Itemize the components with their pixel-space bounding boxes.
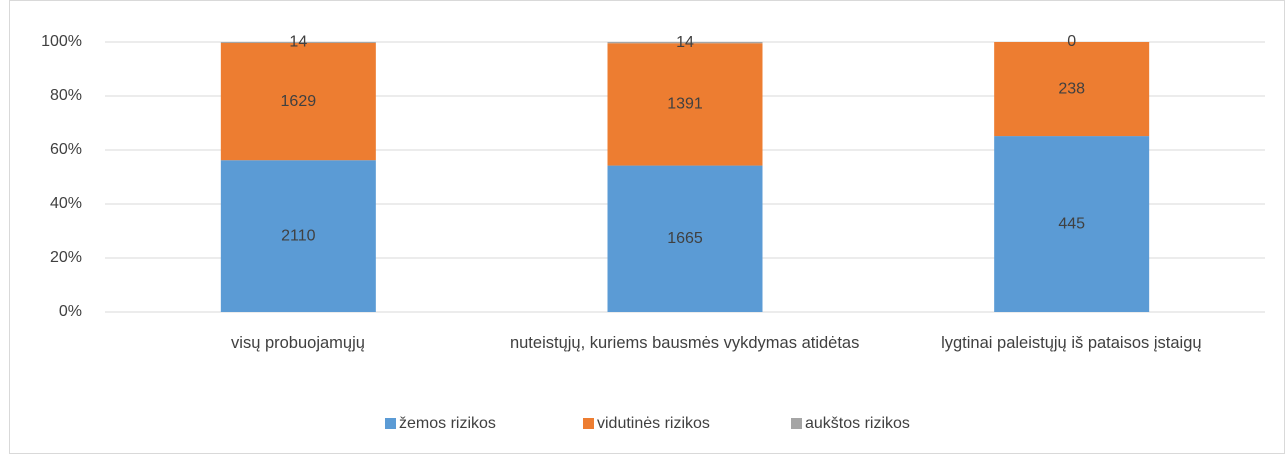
y-tick-label: 20% [50,249,82,266]
bar-segment [220,42,376,44]
legend-swatch [385,418,396,429]
data-label: 1391 [667,96,703,113]
y-tick-label: 60% [50,141,82,158]
x-tick-label: visų probuojamųjų [231,334,365,352]
legend-label: aukštos rizikos [805,415,910,432]
x-tick-label: nuteistųjų, kuriems bausmės vykdymas ati… [509,334,860,352]
legend-swatch [791,418,802,429]
bar-segment [607,43,763,166]
legend-label: vidutinės rizikos [597,415,710,432]
data-label: 14 [289,34,307,51]
data-label: 1629 [281,93,317,110]
data-label: 238 [1058,80,1085,97]
x-tick-label: lygtinai paleistųjų iš pataisos įstaigų [941,334,1202,352]
bar-segment [607,42,763,44]
bar-segment [220,160,376,312]
data-label: 14 [676,34,694,51]
y-tick-label: 100% [41,33,82,50]
data-label: 1665 [667,230,703,247]
bar-segment [994,136,1150,312]
y-tick-label: 40% [50,195,82,212]
legend-swatch [583,418,594,429]
legend-label: žemos rizikos [399,415,496,432]
data-label: 445 [1058,215,1085,232]
y-tick-label: 0% [59,303,82,320]
chart-border [9,0,1285,454]
bar-segment [607,165,763,312]
data-label: 0 [1067,33,1076,50]
bar-segment [220,43,376,161]
bar-segment [994,42,1150,137]
y-tick-label: 80% [50,87,82,104]
data-label: 2110 [281,227,316,244]
